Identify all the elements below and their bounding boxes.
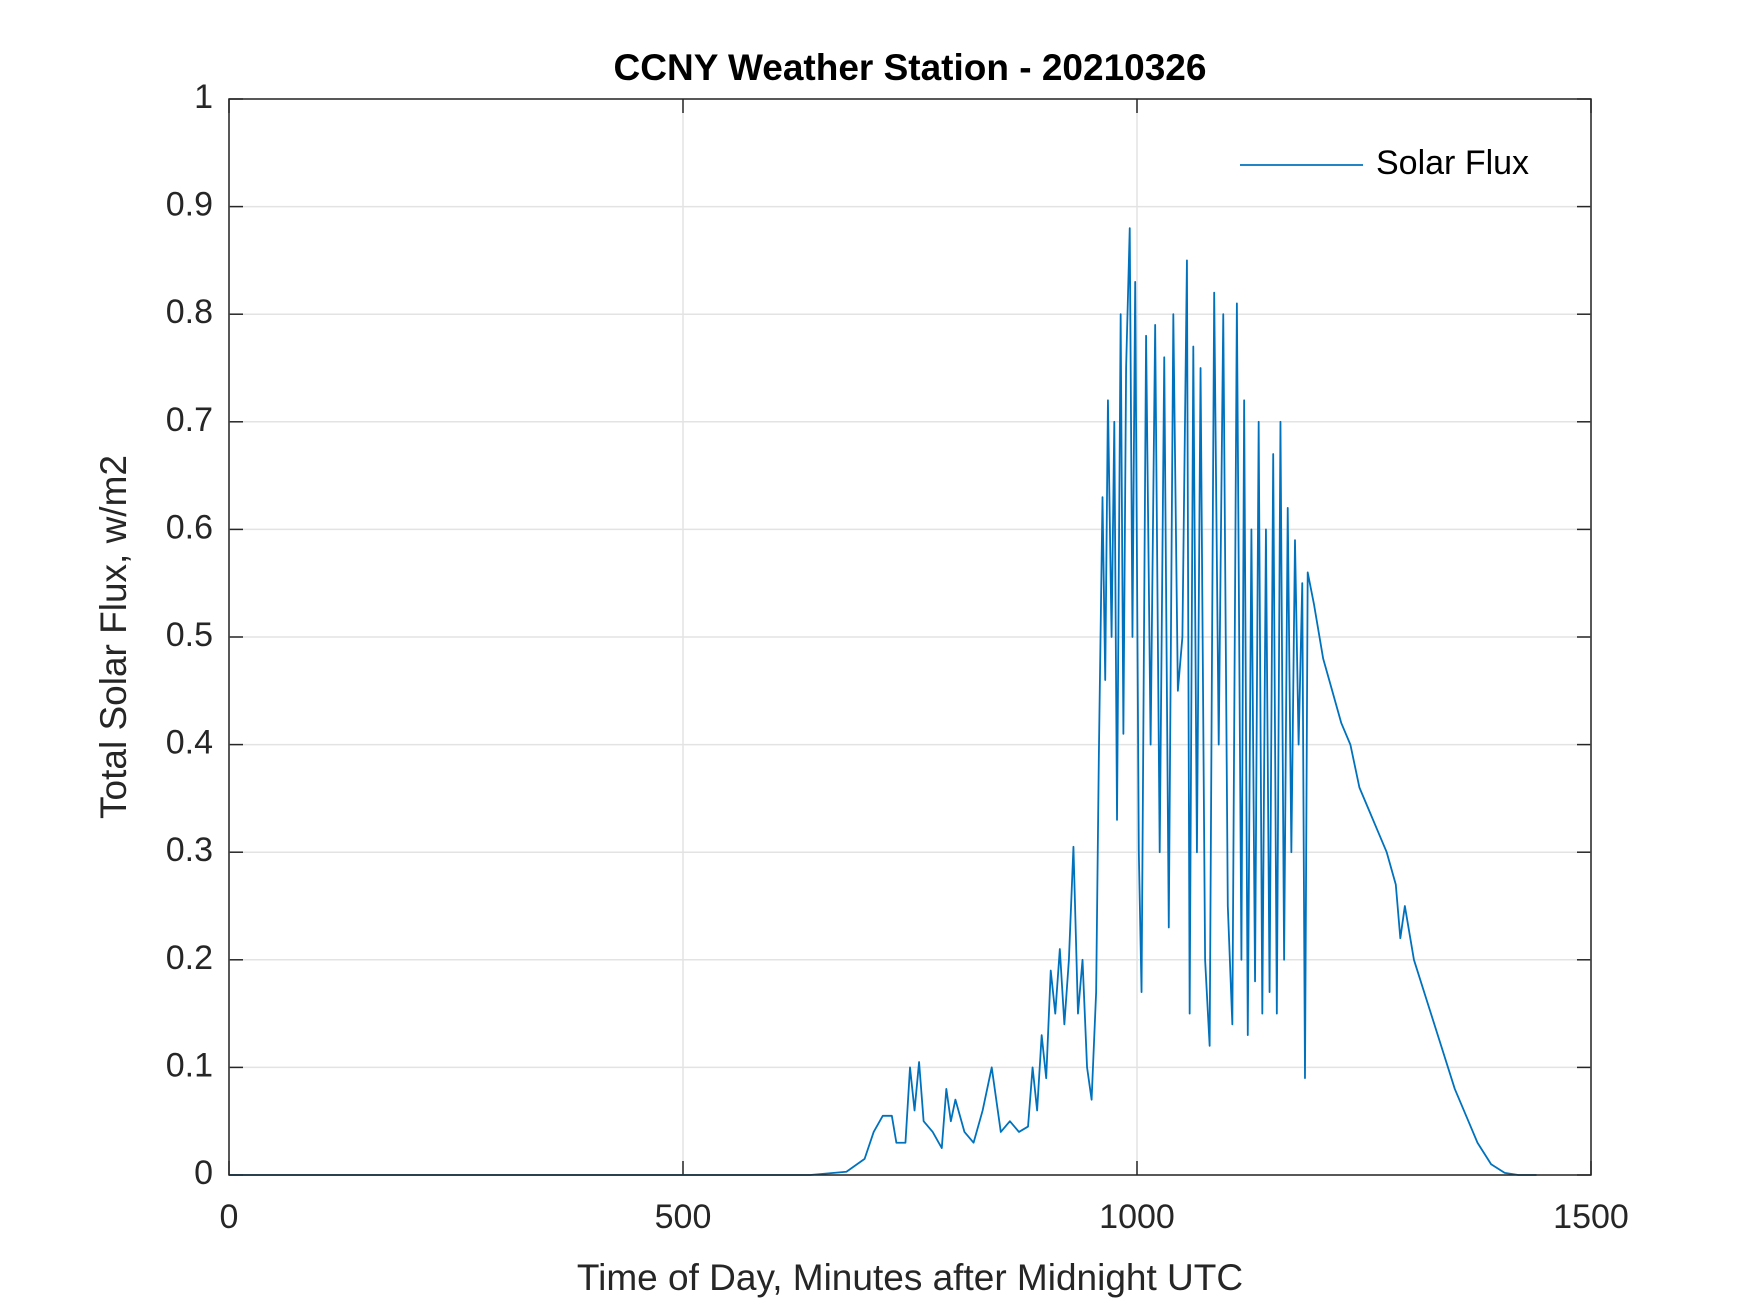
x-axis-label: Time of Day, Minutes after Midnight UTC bbox=[577, 1257, 1243, 1298]
y-tick-label: 1 bbox=[194, 78, 213, 116]
y-tick-label: 0 bbox=[194, 1154, 213, 1192]
y-tick-label: 0.2 bbox=[166, 939, 213, 977]
y-axis-label: Total Solar Flux, w/m2 bbox=[93, 455, 134, 819]
chart-title: CCNY Weather Station - 20210326 bbox=[614, 47, 1207, 88]
y-tick-label: 0.4 bbox=[166, 724, 213, 762]
x-tick-label: 500 bbox=[655, 1198, 712, 1236]
y-tick-label: 0.5 bbox=[166, 616, 213, 654]
y-tick-label: 0.8 bbox=[166, 293, 213, 331]
y-tick-label: 0.3 bbox=[166, 831, 213, 869]
y-tick-label: 0.1 bbox=[166, 1046, 213, 1084]
x-tick-label: 1500 bbox=[1553, 1198, 1629, 1236]
x-tick-label: 0 bbox=[220, 1198, 239, 1236]
x-tick-label: 1000 bbox=[1099, 1198, 1175, 1236]
data-line bbox=[229, 227, 1537, 1176]
y-tick-label: 0.7 bbox=[166, 401, 213, 439]
y-tick-label: 0.6 bbox=[166, 508, 213, 546]
legend-label: Solar Flux bbox=[1376, 144, 1529, 182]
y-tick-label: 0.9 bbox=[166, 186, 213, 224]
axes-box bbox=[228, 98, 1592, 1176]
